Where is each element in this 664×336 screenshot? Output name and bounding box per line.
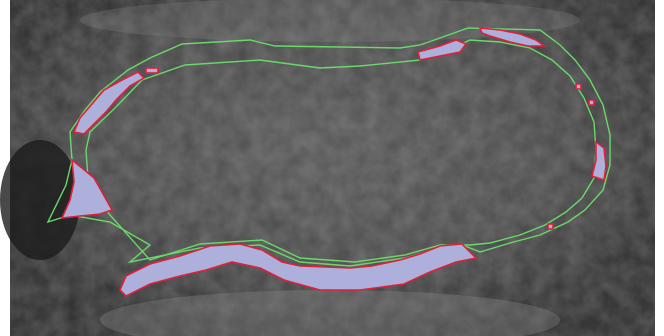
scan-view [0, 0, 664, 336]
segment-region [589, 100, 594, 105]
segment-region [576, 84, 581, 89]
segment-region [146, 68, 158, 73]
dark-region [0, 140, 80, 260]
page [0, 0, 664, 336]
segment-region [548, 224, 553, 229]
